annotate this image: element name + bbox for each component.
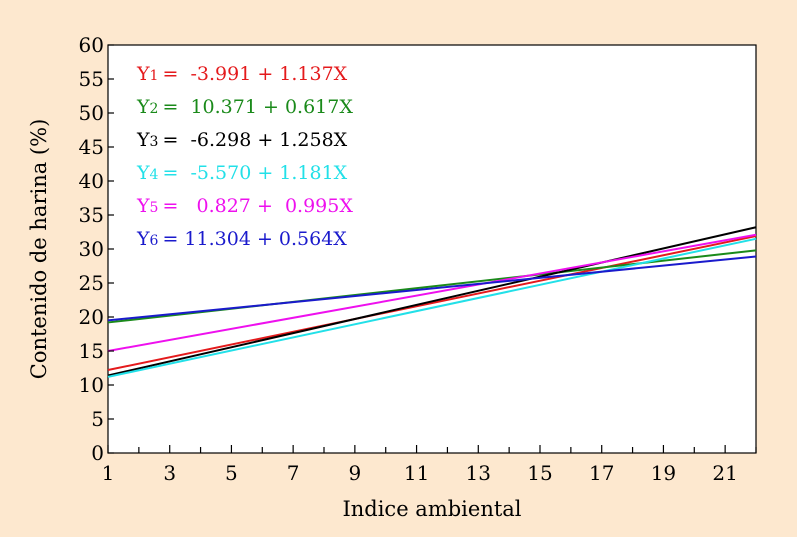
series-line <box>107 237 757 378</box>
y-tick-label: 30 <box>79 237 104 261</box>
series-lines <box>107 226 757 378</box>
x-tick-label: 15 <box>527 461 552 485</box>
series-line <box>107 235 757 372</box>
y-tick-label: 15 <box>79 339 104 363</box>
y-tick-label: 35 <box>79 203 104 227</box>
x-tick-label: 3 <box>163 461 176 485</box>
legend-entry: Y6 = 11.304 + 0.564X <box>136 228 347 250</box>
x-tick-label: 9 <box>348 461 361 485</box>
y-tick-label: 25 <box>79 271 104 295</box>
x-tick-label: 17 <box>589 461 614 485</box>
legend-entry: Y2 = 10.371 + 0.617X <box>136 96 353 118</box>
y-tick-label: 45 <box>79 135 104 159</box>
y-tick-label: 20 <box>79 305 104 329</box>
x-tick-label: 7 <box>287 461 300 485</box>
legend-entry: Y1 = -3.991 + 1.137X <box>136 63 348 85</box>
y-tick-label: 55 <box>79 67 104 91</box>
y-tick-label: 40 <box>79 169 104 193</box>
y-tick-label: 10 <box>79 373 104 397</box>
series-line <box>107 233 757 352</box>
x-tick-label: 19 <box>651 461 676 485</box>
x-tick-label: 13 <box>466 461 491 485</box>
legend-entry: Y5 = 0.827 + 0.995X <box>136 195 353 217</box>
series-line <box>107 226 757 377</box>
series-line <box>107 255 757 322</box>
y-tick-label: 0 <box>91 441 104 465</box>
x-tick-label: 21 <box>712 461 737 485</box>
x-axis-label: Indice ambiental <box>342 497 521 521</box>
x-tick-label: 11 <box>404 461 429 485</box>
y-axis-label: Contenido de harina (%) <box>27 119 51 380</box>
legend-entry: Y3 = -6.298 + 1.258X <box>136 129 348 151</box>
legend-entry: Y4 = -5.570 + 1.181X <box>136 162 348 184</box>
plot-area <box>107 44 757 454</box>
x-tick-label: 1 <box>102 461 115 485</box>
x-tick-label: 5 <box>225 461 238 485</box>
y-tick-label: 60 <box>79 33 104 57</box>
legend: Y1 = -3.991 + 1.137X Y2 = 10.371 + 0.617X Y3… <box>136 63 353 250</box>
y-tick-label: 5 <box>91 407 104 431</box>
y-tick-label: 50 <box>79 101 104 125</box>
